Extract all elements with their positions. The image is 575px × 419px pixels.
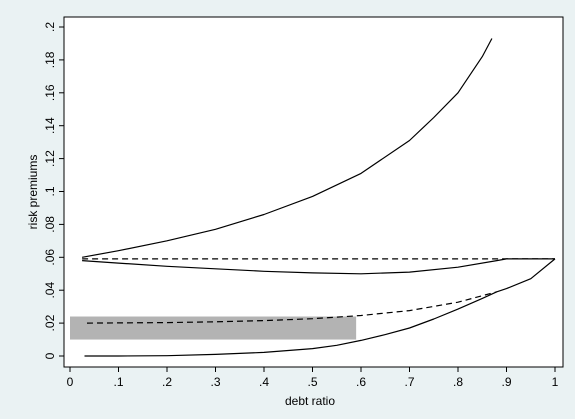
shaded-band (70, 316, 357, 340)
x-tick-label: .1 (113, 375, 123, 389)
y-tick-label: .06 (43, 249, 57, 266)
y-tick-label: .2 (43, 22, 57, 32)
x-tick-label: .2 (162, 375, 172, 389)
y-axis-title: risk premiums (26, 155, 40, 230)
x-tick-label: .9 (501, 375, 511, 389)
series-line-1 (81, 38, 493, 258)
y-tick-label: .02 (43, 314, 57, 331)
series-line-5 (84, 258, 556, 357)
x-tick-label: .4 (259, 375, 269, 389)
plot-area (63, 16, 564, 368)
x-tick-label: 1 (552, 375, 559, 389)
x-tick-label: 0 (67, 375, 74, 389)
x-tick-label: .6 (356, 375, 366, 389)
y-tick-label: .12 (43, 150, 57, 167)
x-tick-label: .7 (404, 375, 414, 389)
y-tick-label: .14 (43, 117, 57, 134)
x-tick-label: .3 (210, 375, 220, 389)
y-tick-label: .1 (43, 186, 57, 196)
y-tick-label: .04 (43, 282, 57, 299)
x-axis-title: debt ratio (285, 394, 335, 408)
x-tick-label: .5 (307, 375, 317, 389)
y-tick-label: .18 (43, 51, 57, 68)
y-tick-label: .08 (43, 216, 57, 233)
x-tick-label: .8 (453, 375, 463, 389)
y-tick-label: 0 (43, 352, 57, 359)
y-tick-label: .16 (43, 84, 57, 101)
series-line-4 (86, 291, 497, 324)
series-line-3 (82, 258, 555, 275)
